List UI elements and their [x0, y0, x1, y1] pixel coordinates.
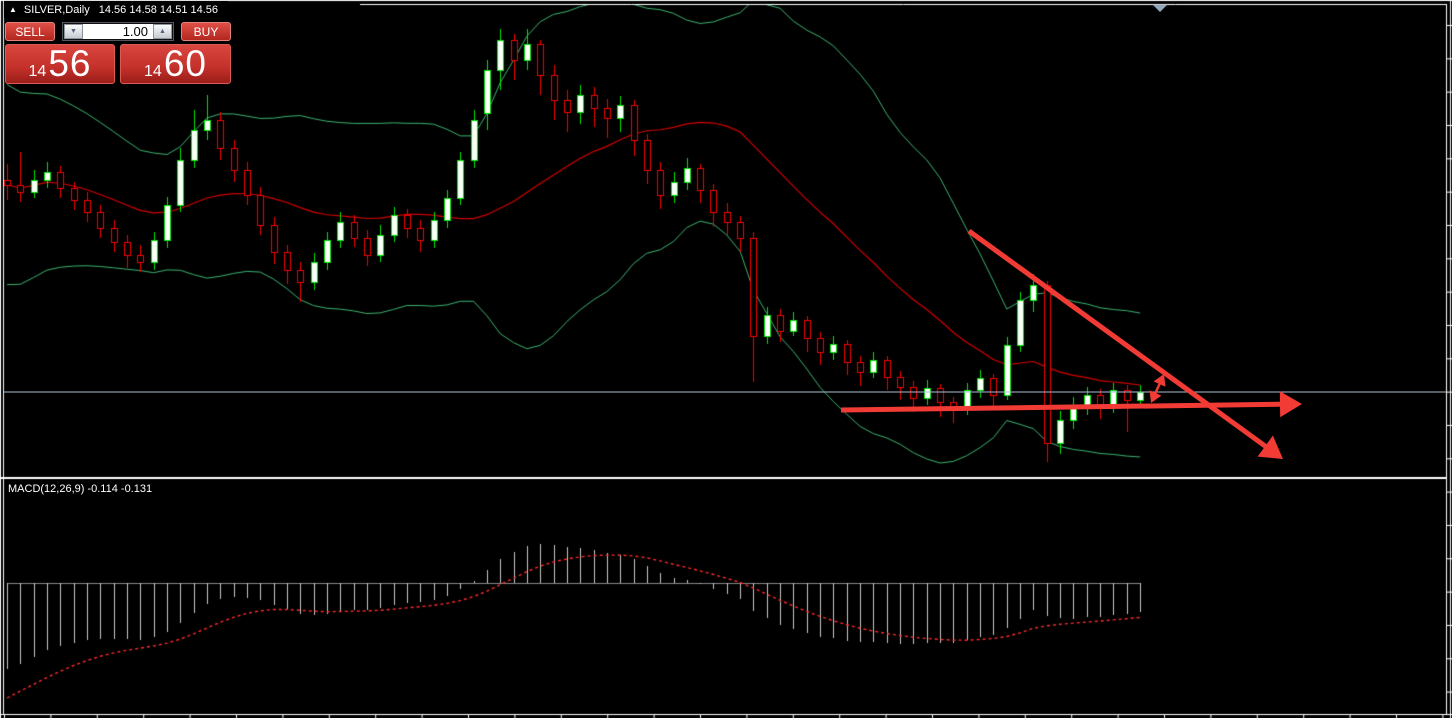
volume-control: ▼ ▲: [62, 22, 174, 41]
volume-input[interactable]: [83, 24, 153, 39]
volume-increase-button[interactable]: ▲: [153, 24, 172, 39]
chart-shift-marker-icon[interactable]: [1153, 5, 1167, 12]
buy-price-pips: 60: [163, 44, 207, 84]
trade-prices-row: 14 56 14 60: [5, 44, 231, 84]
sell-price-figure: 14: [28, 63, 47, 80]
chart-title-bar: ▲ SILVER,Daily 14.56 14.58 14.51 14.56: [4, 1, 229, 18]
collapse-triangle-icon[interactable]: ▲: [9, 5, 17, 14]
sell-price-display[interactable]: 14 56: [5, 44, 115, 84]
chart-title: SILVER,Daily: [23, 3, 90, 16]
macd-indicator-label: MACD(12,26,9) -0.114 -0.131: [8, 483, 153, 495]
sell-price-pips: 56: [48, 44, 92, 84]
chart-title-ohlc: 14.56 14.58 14.51 14.56: [98, 3, 219, 16]
volume-decrease-button[interactable]: ▼: [64, 24, 83, 39]
trade-buttons-row: SELL ▼ ▲ BUY: [5, 22, 231, 41]
buy-price-display[interactable]: 14 60: [120, 44, 231, 84]
buy-price-figure: 14: [144, 63, 162, 80]
buy-button[interactable]: BUY: [181, 22, 231, 41]
one-click-trading-panel: SELL ▼ ▲ BUY 14 56 14 60: [5, 22, 231, 84]
sell-button[interactable]: SELL: [5, 22, 55, 41]
